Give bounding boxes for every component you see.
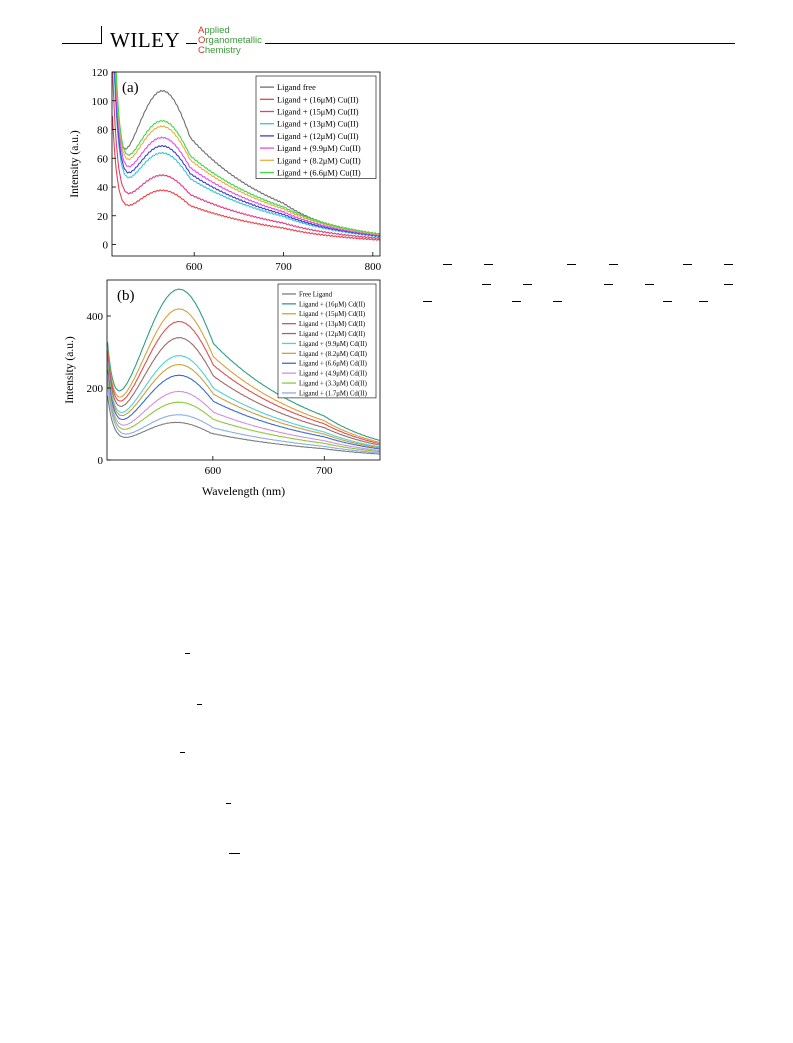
y-tick-label: 400 — [87, 311, 104, 323]
y-tick-label: 200 — [87, 383, 104, 395]
y-tick-label: 0 — [103, 240, 109, 252]
legend-entry: Free Ligand — [299, 291, 333, 298]
plot-frame — [106, 279, 381, 461]
y-axis-label: Intensity (a.u.) — [64, 336, 76, 404]
legend-entry: Ligand + (12μM) Cd(II) — [299, 331, 365, 338]
legend-entry: Ligand + (15μM) Cd(II) — [299, 311, 365, 318]
series-line — [107, 363, 380, 449]
legend-entry: Ligand + (9.9μM) Cd(II) — [299, 341, 367, 348]
legend-entry: Ligand + (13μM) Cu(II) — [277, 120, 359, 129]
legend-entry: Ligand + (4.9μM) Cd(II) — [299, 371, 367, 378]
series-line — [114, 72, 380, 237]
series-line — [112, 116, 380, 241]
y-tick-label: 20 — [97, 211, 109, 223]
header-rule-mid — [186, 43, 197, 44]
series-line — [115, 72, 380, 235]
legend-box — [277, 283, 377, 399]
series-line — [107, 337, 380, 446]
journal-line-2: Organometallic — [198, 35, 262, 46]
legend-entry: Ligand + (9.9μM) Cu(II) — [277, 144, 361, 153]
y-tick-label: 0 — [98, 455, 104, 467]
x-axis-label: Wavelength (nm) — [202, 484, 285, 498]
panel-label: (a) — [122, 80, 139, 96]
legend-entry: Ligand + (1.7μM) Cd(II) — [299, 390, 367, 397]
chart-panel-2: 0 200 400 600 700 (b) Intensity (a.u.) Waveleng… — [64, 279, 381, 498]
legend-entry: Ligand + (15μM) Cu(II) — [277, 108, 359, 117]
y-axis-label: Intensity (a.u.) — [69, 130, 81, 198]
journal-line-1: Applied — [198, 25, 230, 36]
header-tick — [101, 26, 102, 43]
header-rule-left — [62, 43, 102, 44]
series-line — [107, 374, 380, 452]
panel-label: (b) — [117, 288, 135, 304]
legend-box — [255, 75, 377, 179]
publisher-logo: WILEY — [110, 28, 181, 52]
legend-entry: Ligand + (12μM) Cu(II) — [277, 132, 359, 141]
page-header: WILEY Applied Organometallic Chemistry — [0, 0, 793, 60]
legend-entry: Ligand + (16μM) Cd(II) — [299, 301, 365, 308]
legend-entry: Ligand + (16μM) Cu(II) — [277, 95, 359, 104]
series-line — [107, 320, 380, 444]
journal-line-3: Chemistry — [198, 45, 241, 56]
journal-logo: Applied Organometallic Chemistry — [198, 26, 262, 56]
series-line — [107, 288, 380, 441]
chart-panel-1: 0 20 40 60 80 100 120 600 700 800 (a) Intensity (a.… — [69, 67, 382, 273]
y-tick-label: 40 — [97, 182, 109, 194]
y-tick-label: 80 — [97, 125, 109, 137]
x-tick-label: 700 — [275, 261, 292, 273]
series-line — [107, 369, 380, 450]
legend-entry: Ligand + (6.6μM) Cu(II) — [277, 169, 361, 178]
series-line — [112, 72, 380, 240]
x-tick-label: 700 — [316, 465, 333, 477]
series-line — [115, 72, 380, 236]
x-tick-label: 800 — [365, 261, 382, 273]
legend-entry: Ligand free — [277, 83, 316, 92]
series-line — [107, 383, 380, 454]
series-line — [107, 354, 380, 448]
legend-entry: Ligand + (8.2μM) Cu(II) — [277, 156, 361, 165]
x-tick-label: 600 — [186, 261, 203, 273]
legend-entry: Ligand + (8.2μM) Cd(II) — [299, 351, 367, 358]
y-tick-label: 60 — [97, 153, 109, 165]
series-line — [114, 72, 380, 237]
header-rule-right — [265, 43, 735, 44]
series-line — [107, 378, 380, 453]
y-tick-label: 100 — [92, 96, 109, 108]
legend-entry: Ligand + (13μM) Cd(II) — [299, 321, 365, 328]
series-line — [107, 395, 380, 455]
legend-entry: Ligand + (6.6μM) Cd(II) — [299, 361, 367, 368]
plot-frame — [111, 71, 381, 257]
x-tick-label: 600 — [205, 465, 222, 477]
y-tick-label: 120 — [92, 67, 109, 79]
legend-entry: Ligand + (3.3μM) Cd(II) — [299, 380, 367, 387]
figure-emission-spectra: 0 20 40 60 80 100 120 600 700 800 (a) Intensity (a.… — [64, 67, 382, 498]
series-line — [107, 308, 380, 443]
